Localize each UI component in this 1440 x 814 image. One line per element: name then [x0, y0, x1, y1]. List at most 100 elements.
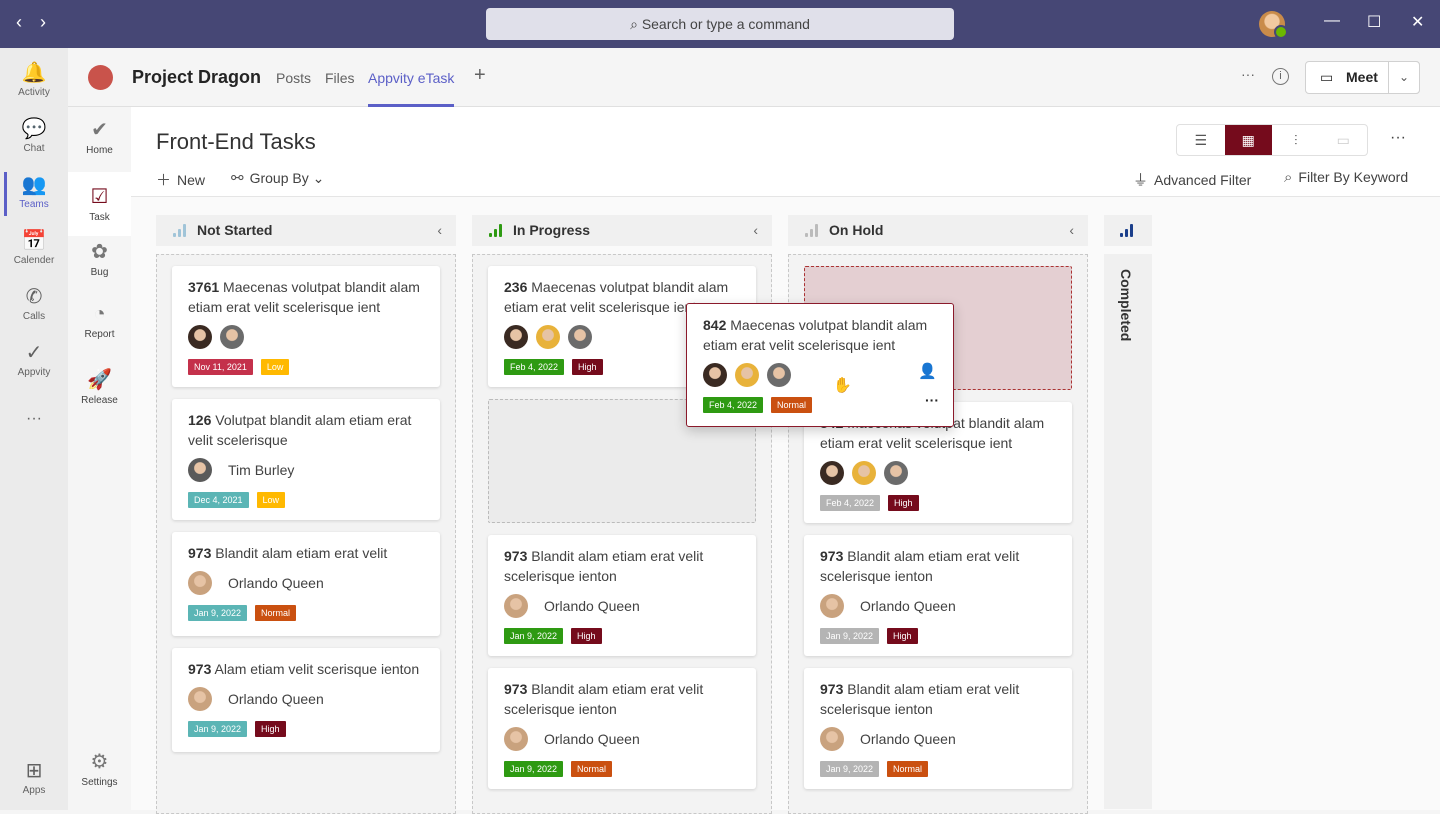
assignee-avatar[interactable] [568, 325, 592, 349]
sidebar-label: Bug [90, 267, 109, 278]
task-card[interactable]: 126 Volutpat blandit alam etiam erat vel… [172, 399, 440, 520]
assignee-avatar[interactable] [536, 325, 560, 349]
due-date-badge: Dec 4, 2021 [188, 492, 249, 508]
meet-dropdown[interactable]: ⌄ [1388, 61, 1420, 94]
column-title: Completed [1118, 269, 1134, 342]
advanced-filter-button[interactable]: ⏚ Advanced Filter [1133, 169, 1251, 190]
collapse-chevron-icon[interactable]: ‹ [1069, 222, 1074, 238]
rail-item-appvity[interactable]: ✓ Appvity [0, 340, 68, 378]
close-icon[interactable]: ✕ [1411, 14, 1425, 31]
rail-item-teams[interactable]: 👥 Teams [0, 172, 68, 216]
assignee-avatar[interactable] [703, 363, 727, 387]
task-card[interactable]: 973 Alam etiam velit scerisque ienton Or… [172, 648, 440, 752]
column-body: 3761 Maecenas volutpat blandit alam etia… [156, 254, 456, 814]
sidebar-item-bug[interactable]: ✿ Bug [68, 239, 131, 278]
task-card[interactable]: 3761 Maecenas volutpat blandit alam etia… [172, 266, 440, 387]
assignee-avatar[interactable] [735, 363, 759, 387]
task-title: 236 Maecenas volutpat blandit alam etiam… [504, 277, 740, 317]
group-by-button[interactable]: ⚯ Group By ⌄ [231, 169, 324, 187]
new-button[interactable]: ＋ New [156, 169, 205, 190]
sidebar-item-task[interactable]: ☑ Task [68, 172, 131, 236]
assignee-avatar[interactable] [188, 458, 212, 482]
gantt-view-icon[interactable]: ⫶ [1294, 132, 1298, 148]
assignee-avatar[interactable] [852, 461, 876, 485]
sidebar-item-report[interactable]: ◔ Report [68, 303, 131, 340]
rail-item-activity[interactable]: 🔔 Activity [0, 60, 68, 98]
dragged-task-card[interactable]: 842 Maecenas volutpat blandit alam etiam… [686, 303, 954, 427]
task-name: Blandit alam etiam erat velit scelerisqu… [820, 681, 1020, 717]
column-in-progress: In Progress ‹ 236 Maecenas volutpat bland… [472, 215, 772, 814]
task-card[interactable]: 973 Blandit alam etiam erat velit sceler… [804, 668, 1072, 789]
rail-item-calls[interactable]: ✆ Calls [0, 284, 68, 322]
calendar-view-icon[interactable]: ▭ [1336, 132, 1350, 148]
task-card[interactable]: 973 Blandit alam etiam erat velit sceler… [488, 535, 756, 656]
back-button[interactable]: ‹ [16, 12, 22, 32]
sidebar-item-release[interactable]: 🚀 Release [68, 367, 131, 406]
assignee-avatar[interactable] [884, 461, 908, 485]
sidebar-item-settings[interactable]: ⚙ Settings [68, 749, 131, 788]
info-icon[interactable]: i [1272, 68, 1289, 85]
assignee-avatar[interactable] [188, 325, 212, 349]
forward-button[interactable]: › [40, 12, 46, 32]
tab-files[interactable]: Files [325, 70, 355, 86]
assignee-avatar[interactable] [220, 325, 244, 349]
avatar[interactable] [1259, 11, 1288, 39]
rocket-icon: 🚀 [87, 369, 112, 391]
more-icon[interactable]: ··· [925, 392, 939, 408]
more-icon[interactable]: ··· [1241, 66, 1255, 82]
task-name: Blandit alam etiam erat velit [215, 545, 388, 561]
task-card[interactable]: 973 Blandit alam etiam erat velit sceler… [804, 535, 1072, 656]
rail-label: Apps [22, 785, 46, 796]
assignee-avatar[interactable] [820, 461, 844, 485]
collapse-chevron-icon[interactable]: ‹ [753, 222, 758, 238]
column-header: On Hold ‹ [788, 215, 1088, 246]
assignee-avatar[interactable] [767, 363, 791, 387]
priority-badge: High [572, 359, 603, 375]
more-apps-icon[interactable]: ··· [26, 410, 42, 427]
add-assignee-icon[interactable]: 👤 [918, 363, 937, 380]
maximize-icon[interactable]: ☐ [1367, 14, 1382, 31]
task-name: Volutpat blandit alam etiam erat velit s… [188, 412, 412, 448]
collapsed-column[interactable]: Completed [1104, 254, 1152, 809]
assignees: Orlando Queen [504, 594, 740, 618]
assignee-avatar[interactable] [504, 325, 528, 349]
column-header[interactable] [1104, 215, 1152, 246]
bell-icon: 🔔 [21, 62, 47, 84]
assignee-name: Orlando Queen [860, 598, 956, 614]
minimize-icon[interactable]: — [1324, 12, 1340, 29]
rail-item-apps[interactable]: ⊞ Apps [0, 758, 68, 796]
rail-item-calender[interactable]: 📅 Calender [0, 228, 68, 266]
collapse-chevron-icon[interactable]: ‹ [437, 222, 442, 238]
search-icon: ⌕ [630, 16, 642, 32]
priority-badge: Normal [887, 761, 929, 777]
tab-posts[interactable]: Posts [276, 70, 312, 86]
task-id: 973 [820, 681, 844, 697]
rail-label: Appvity [17, 367, 51, 378]
board-view-icon[interactable]: ▦ [1224, 125, 1272, 155]
priority-badge: High [887, 628, 918, 644]
search-input[interactable]: ⌕ Search or type a command [486, 8, 954, 40]
group-icon: ⚯ [231, 170, 244, 187]
assignee-avatar[interactable] [188, 687, 212, 711]
assignee-avatar[interactable] [504, 727, 528, 751]
rail-item-chat[interactable]: 💬 Chat [0, 116, 68, 154]
assignee-name: Orlando Queen [860, 731, 956, 747]
filter-keyword-button[interactable]: ⌕ Filter By Keyword [1284, 169, 1408, 186]
add-tab-icon[interactable]: + [474, 64, 486, 86]
sidebar-label: Report [84, 329, 115, 340]
assignee-avatar[interactable] [820, 727, 844, 751]
task-name: Blandit alam etiam erat velit scelerisqu… [504, 548, 704, 584]
priority-badge: Low [256, 492, 286, 508]
sidebar-item-home[interactable]: ✔ Home [68, 117, 131, 156]
task-card[interactable]: 973 Blandit alam etiam erat velit sceler… [488, 668, 756, 789]
list-view-icon[interactable]: ☰ [1194, 132, 1208, 148]
assignees [188, 325, 424, 349]
assignee-avatar[interactable] [188, 571, 212, 595]
task-icon: ☑ [90, 186, 109, 208]
more-options-icon[interactable]: ··· [1390, 129, 1406, 146]
tab-appvity-etask[interactable]: Appvity eTask [368, 70, 455, 107]
task-card[interactable]: 973 Blandit alam etiam erat velit Orland… [172, 532, 440, 636]
assignee-avatar[interactable] [820, 594, 844, 618]
due-date-badge: Jan 9, 2022 [504, 628, 564, 644]
assignee-avatar[interactable] [504, 594, 528, 618]
